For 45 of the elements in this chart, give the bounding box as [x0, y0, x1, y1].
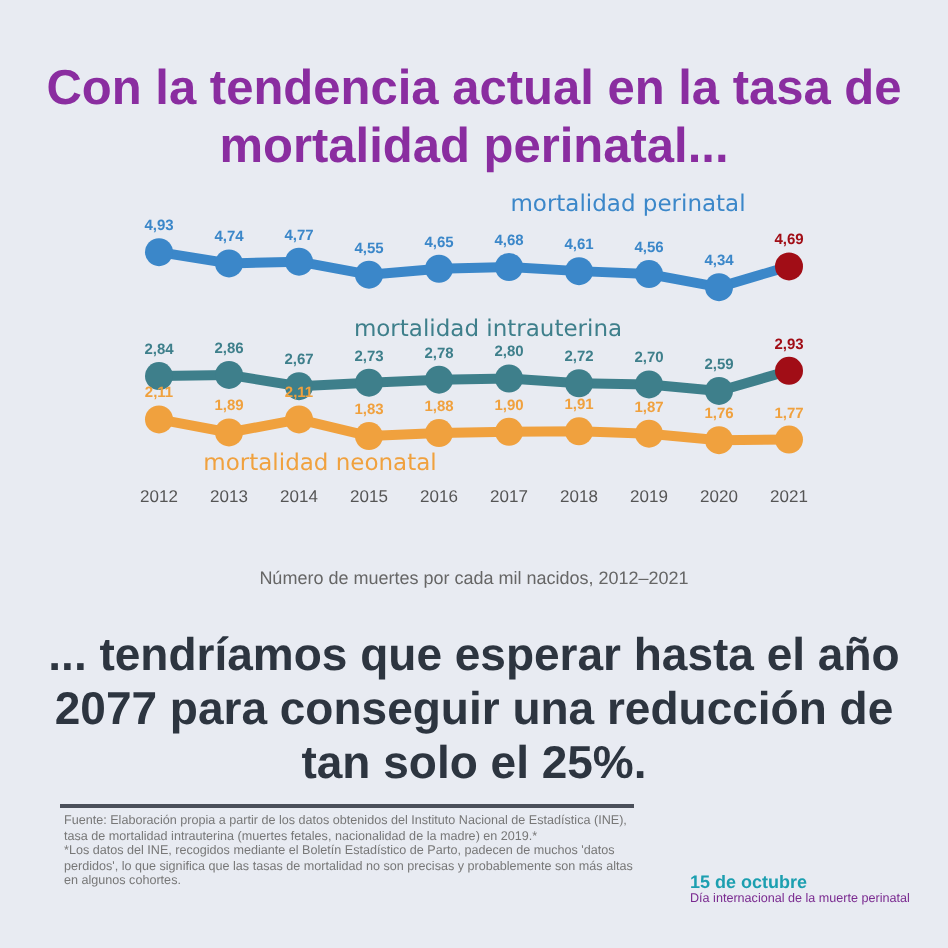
text: 15 de octubre	[690, 872, 810, 892]
x-tick-label: 2019	[630, 486, 669, 507]
chart-title: Con la tendencia actual en la tasa de mortalidad perinatal...	[44, 60, 904, 176]
point	[285, 247, 313, 276]
point	[565, 257, 593, 286]
series-label: mortalidad perinatal	[510, 189, 746, 218]
point	[355, 422, 383, 451]
x-tick-label: 2016	[420, 486, 459, 507]
x-tick-label: 2021	[770, 486, 809, 507]
point	[635, 370, 663, 399]
point	[355, 260, 383, 289]
point	[425, 419, 453, 448]
point	[775, 425, 803, 454]
point	[635, 260, 663, 289]
point	[495, 417, 523, 446]
point	[215, 418, 243, 447]
x-axis-title: Número de muertes por cada mil nacidos, 2012–2021	[257, 568, 691, 588]
point	[495, 252, 523, 281]
point	[775, 356, 803, 385]
point	[495, 364, 523, 393]
point	[425, 365, 453, 394]
point	[215, 249, 243, 278]
x-tick-label: 2020	[700, 486, 739, 507]
point	[565, 369, 593, 398]
point	[425, 254, 453, 283]
point	[355, 368, 383, 397]
point	[145, 405, 173, 434]
point	[635, 419, 663, 448]
point	[145, 238, 173, 267]
text: ... tendríamos que esperar hasta el año 2077 para conseguir una reducción de tan solo el 25%.	[46, 628, 902, 790]
point	[705, 273, 733, 302]
series-label: mortalidad intrauterina	[353, 314, 623, 343]
point	[705, 426, 733, 455]
point	[285, 405, 313, 434]
point	[775, 252, 803, 281]
x-tick-label: 2018	[560, 486, 599, 507]
series-label: mortalidad neonatal	[203, 448, 437, 477]
x-tick-label: 2015	[350, 486, 389, 507]
x-tick-label: 2013	[210, 486, 249, 507]
point	[565, 417, 593, 446]
x-tick-label: 2017	[490, 486, 529, 507]
x-tick-label: 2014	[280, 486, 319, 507]
point	[705, 376, 733, 405]
x-tick-label: 2012	[140, 486, 179, 507]
point	[215, 360, 243, 389]
